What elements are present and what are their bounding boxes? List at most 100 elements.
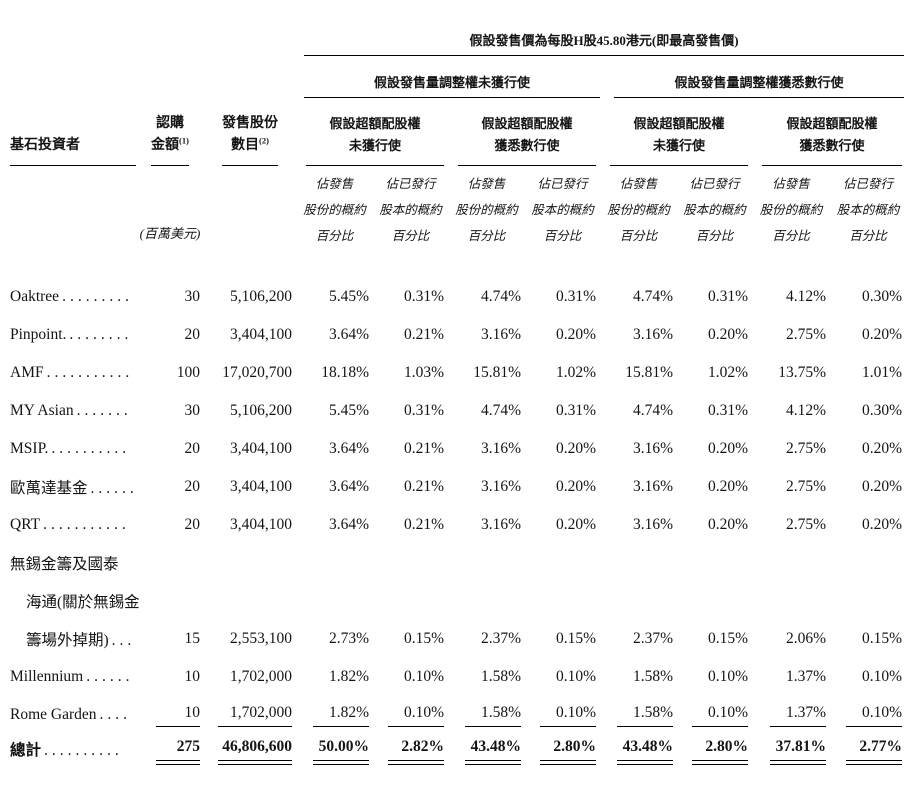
pct-header-3: 佔發售 股份的概約 百分比 (455, 177, 518, 243)
value-cell (830, 544, 906, 582)
pct-header-5: 佔發售 股份的概約 百分比 (607, 177, 670, 243)
value-cell: 46,806,600 (204, 734, 296, 784)
pct-header-cell: 佔已發行 股本的概約 百分比 (677, 166, 752, 278)
value-cell (600, 582, 677, 620)
value-cell (296, 582, 373, 620)
investor-name: 海通(關於無錫金 (26, 594, 140, 611)
value-cell: 2.06% (785, 630, 826, 647)
table-row: Oaktree......... 30 5,106,200 5.45% 0.31… (10, 278, 906, 316)
value-cell (752, 582, 830, 620)
value-cell: 4.74% (632, 288, 673, 305)
subgroup-label-3: 假設超額配股權 未獲行使 (610, 113, 748, 166)
value-cell: 5.45% (328, 288, 369, 305)
group-cell-no-adjustment: 假設發售量調整權未獲行使 (296, 56, 600, 98)
value-cell: 3,404,100 (230, 326, 292, 343)
value-cell: 1.02% (555, 364, 596, 381)
table-body: Oaktree......... 30 5,106,200 5.45% 0.31… (10, 278, 906, 784)
value-cell: 0.10% (861, 668, 903, 685)
dot-leader: ......... (62, 288, 133, 305)
total-row: 總計.......... 275 46,806,600 50.00% 2.82%… (10, 734, 906, 784)
subgroup-3-line1: 假設超額配股權 (633, 116, 725, 131)
value-cell (677, 544, 752, 582)
value-cell: 4.12% (785, 402, 826, 419)
subgroup-4-line1: 假設超額配股權 (786, 116, 878, 131)
value-cell (600, 544, 677, 582)
value-cell: 0.31% (707, 288, 748, 305)
group-label-full-adjustment: 假設發售量調整權獲悉數行使 (614, 72, 905, 98)
subgroup-2-line1: 假設超額配股權 (481, 116, 573, 131)
value-cell: 43.48% (600, 734, 677, 784)
value-cell: 2.75% (785, 478, 826, 495)
value-cell: 3.16% (632, 478, 673, 495)
value-cell: 0.20% (555, 478, 596, 495)
investor-name-cell: Millennium...... (10, 658, 136, 696)
value-cell: 0.20% (861, 516, 903, 533)
investor-name-cell: 海通(關於無錫金 (10, 582, 140, 620)
pct-header-1: 佔發售 股份的概約 百分比 (303, 177, 366, 243)
subgroup-2-line2: 獲悉數行使 (494, 138, 560, 153)
investor-name-cell: 總計.......... (10, 734, 136, 784)
value-cell: 0.10% (677, 696, 752, 734)
value-cell: 1.01% (861, 364, 903, 381)
table-row: 海通(關於無錫金 (10, 582, 906, 620)
cornerstone-investor-table: 假設發售價為每股H股45.80港元(即最高發售價) 假設發售量調整權未獲行使 假… (10, 0, 906, 784)
dot-leader: ... (111, 632, 136, 649)
value-cell: 0.31% (707, 402, 748, 419)
value-cell: 0.10% (707, 668, 748, 685)
value-cell: 3,404,100 (230, 516, 292, 533)
value-cell: 0.20% (707, 478, 748, 495)
value-cell: 3.16% (480, 478, 521, 495)
value-cell: 0.20% (555, 516, 596, 533)
title-row-spacer (10, 0, 296, 56)
dot-leader: ........... (46, 364, 134, 381)
value-cell: 1,702,000 (230, 668, 292, 685)
dot-leader: ........ (69, 326, 133, 343)
value-cell: 2,553,100 (230, 630, 292, 647)
value-cell: 30 (184, 402, 201, 419)
value-cell: 1.37% (785, 668, 826, 685)
value-cell: 0.20% (707, 516, 748, 533)
value-cell: 4.74% (632, 402, 673, 419)
investor-name: Pinpoint. (10, 326, 67, 343)
subgroup-cell-3: 假設超額配股權 未獲行使 (600, 98, 752, 166)
value-cell: 20 (184, 516, 201, 533)
subgroup-label-1: 假設超額配股權 未獲行使 (306, 113, 444, 166)
pct-header-cell: 佔發售 股份的概約 百分比 (448, 166, 525, 278)
dot-leader: .... (99, 706, 132, 723)
value-cell: 2.37% (480, 630, 521, 647)
table-row: Rome Garden.... 10 1,702,000 1.82% 0.10%… (10, 696, 906, 734)
investor-name-cell: AMF........... (10, 354, 136, 392)
subgroup-label-4: 假設超額配股權 獲悉數行使 (762, 113, 903, 166)
value-cell (448, 582, 525, 620)
dot-leader: ...... (86, 668, 134, 685)
investor-name-cell: 無錫金籌及國泰 (10, 544, 136, 582)
pct-header-6: 佔已發行 股本的概約 百分比 (683, 177, 746, 243)
dot-leader: .......... (51, 440, 131, 457)
investor-name: 歐萬達基金 (10, 480, 88, 497)
value-cell (373, 582, 448, 620)
value-cell (752, 544, 830, 582)
value-cell: 0.21% (403, 516, 444, 533)
value-cell: 15 (184, 630, 201, 647)
group-header-row: 假設發售量調整權未獲行使 假設發售量調整權獲悉數行使 (10, 56, 906, 98)
table-row: 籌場外掉期)... 15 2,553,100 2.73% 0.15% 2.37%… (10, 620, 906, 658)
subgroup-1-line1: 假設超額配股權 (329, 116, 421, 131)
value-cell: 0.30% (861, 288, 903, 305)
value-cell: 13.75% (778, 364, 826, 381)
value-cell: 1.58% (480, 668, 521, 685)
investor-name: 籌場外掉期) (26, 632, 109, 649)
value-cell (525, 582, 600, 620)
footnote-2-marker: (2) (259, 135, 269, 146)
investor-name-cell: 歐萬達基金...... (10, 468, 136, 506)
value-cell: 43.48% (448, 734, 525, 784)
table-row: MY Asian....... 30 5,106,200 5.45% 0.31%… (10, 392, 906, 430)
pct-header-cell: 佔已發行 股本的概約 百分比 (525, 166, 600, 278)
value-cell: 1.58% (632, 668, 673, 685)
value-cell (204, 582, 296, 620)
group-row-spacer (10, 56, 296, 98)
table-row: Millennium...... 10 1,702,000 1.82% 0.10… (10, 658, 906, 696)
value-cell: 0.30% (861, 402, 903, 419)
value-cell (677, 582, 752, 620)
value-cell (136, 582, 204, 620)
value-cell: 3.16% (632, 326, 673, 343)
